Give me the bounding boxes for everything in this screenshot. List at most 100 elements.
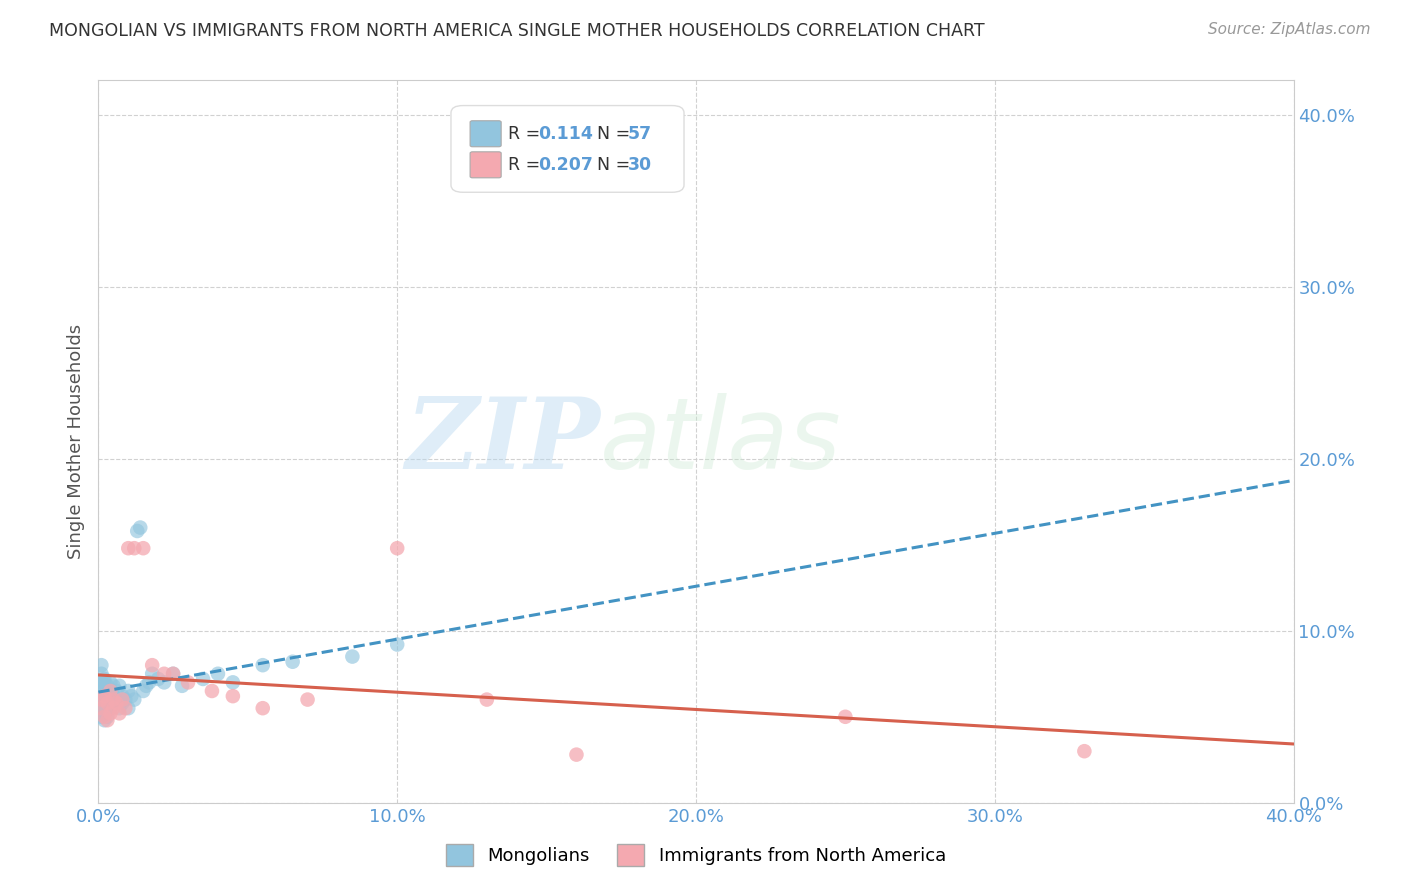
Point — [96, 684, 118, 698]
Point — [93, 706, 115, 721]
Point — [96, 679, 118, 693]
Point — [93, 684, 115, 698]
Point — [98, 701, 122, 715]
Legend: Mongolians, Immigrants from North America: Mongolians, Immigrants from North Americ… — [446, 844, 946, 866]
Point — [172, 679, 194, 693]
Text: 0.114: 0.114 — [538, 125, 593, 143]
Point — [252, 701, 274, 715]
Point — [96, 696, 118, 710]
Point — [98, 684, 122, 698]
Point — [96, 713, 118, 727]
Point — [252, 658, 274, 673]
Point — [93, 713, 115, 727]
Point — [105, 696, 128, 710]
Point — [108, 701, 131, 715]
Point — [111, 689, 134, 703]
Point — [153, 675, 176, 690]
Point — [153, 666, 176, 681]
Point — [141, 666, 163, 681]
Point — [141, 658, 163, 673]
Text: R =: R = — [509, 156, 546, 174]
Point — [129, 520, 152, 534]
Point — [475, 692, 498, 706]
Point — [114, 701, 136, 715]
Point — [93, 696, 115, 710]
Text: MONGOLIAN VS IMMIGRANTS FROM NORTH AMERICA SINGLE MOTHER HOUSEHOLDS CORRELATION : MONGOLIAN VS IMMIGRANTS FROM NORTH AMERI… — [49, 22, 984, 40]
Point — [98, 684, 122, 698]
Text: 30: 30 — [628, 156, 652, 174]
Point — [565, 747, 588, 762]
FancyBboxPatch shape — [470, 152, 501, 178]
Point — [90, 701, 112, 715]
Point — [120, 689, 142, 703]
Text: N =: N = — [586, 125, 636, 143]
Point — [135, 679, 157, 693]
Point — [191, 672, 214, 686]
Point — [124, 541, 146, 556]
Point — [177, 675, 200, 690]
Point — [385, 541, 409, 556]
Point — [90, 684, 112, 698]
Point — [148, 672, 170, 686]
Point — [124, 692, 146, 706]
Point — [103, 679, 125, 693]
Text: 0.207: 0.207 — [538, 156, 593, 174]
Point — [201, 684, 224, 698]
Point — [1073, 744, 1095, 758]
Point — [93, 689, 115, 703]
Point — [98, 675, 122, 690]
Text: atlas: atlas — [600, 393, 842, 490]
Point — [96, 701, 118, 715]
Point — [132, 684, 155, 698]
Point — [90, 666, 112, 681]
Point — [103, 696, 125, 710]
Text: N =: N = — [586, 156, 636, 174]
FancyBboxPatch shape — [470, 120, 501, 147]
Y-axis label: Single Mother Households: Single Mother Households — [66, 324, 84, 559]
Point — [90, 675, 112, 690]
Point — [93, 675, 115, 690]
Point — [207, 666, 229, 681]
Point — [93, 679, 115, 693]
Point — [281, 655, 304, 669]
Point — [162, 666, 184, 681]
Point — [90, 701, 112, 715]
Point — [111, 696, 134, 710]
Point — [297, 692, 319, 706]
Point — [96, 710, 118, 724]
Point — [117, 701, 139, 715]
Point — [90, 710, 112, 724]
Point — [90, 692, 112, 706]
Point — [90, 658, 112, 673]
Point — [93, 689, 115, 703]
Point — [108, 706, 131, 721]
Point — [96, 689, 118, 703]
Point — [222, 675, 245, 690]
Point — [93, 672, 115, 686]
Text: Source: ZipAtlas.com: Source: ZipAtlas.com — [1208, 22, 1371, 37]
FancyBboxPatch shape — [451, 105, 685, 193]
Point — [138, 675, 160, 690]
Point — [114, 692, 136, 706]
Point — [93, 710, 115, 724]
Point — [108, 679, 131, 693]
Point — [96, 696, 118, 710]
Point — [162, 666, 184, 681]
Point — [98, 706, 122, 721]
Point — [834, 710, 856, 724]
Point — [93, 701, 115, 715]
Point — [222, 689, 245, 703]
Point — [105, 684, 128, 698]
Point — [117, 684, 139, 698]
Point — [117, 541, 139, 556]
Text: ZIP: ZIP — [405, 393, 600, 490]
Point — [127, 524, 149, 538]
Text: R =: R = — [509, 125, 546, 143]
Point — [103, 692, 125, 706]
Point — [105, 692, 128, 706]
Point — [132, 541, 155, 556]
Point — [103, 701, 125, 715]
Point — [385, 638, 409, 652]
Point — [98, 692, 122, 706]
Text: 57: 57 — [628, 125, 652, 143]
